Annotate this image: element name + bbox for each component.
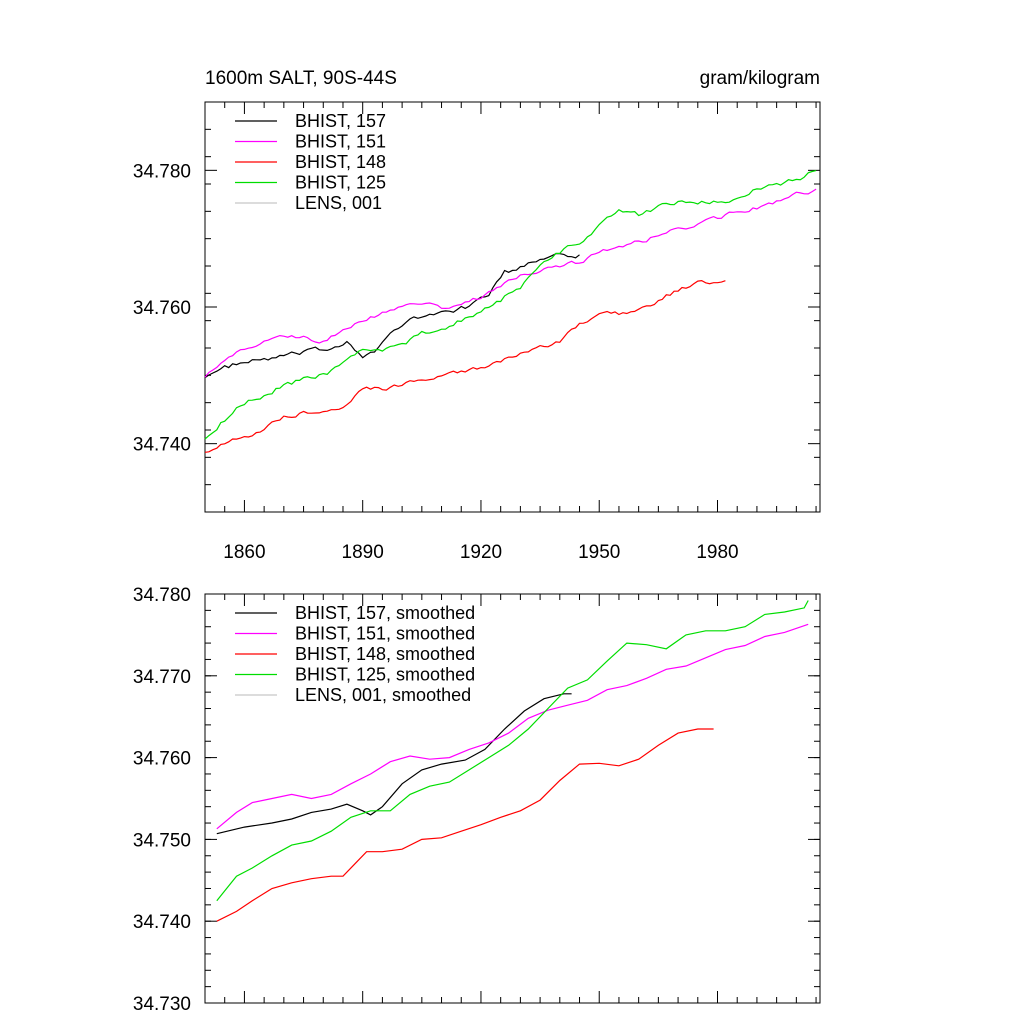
series-line [216,693,572,835]
y-tick-label: 34.750 [133,830,191,851]
series-line [216,623,809,830]
y-tick-label: 34.780 [133,585,191,606]
legend-label: BHIST, 148 [295,152,386,172]
x-tick-label: 1860 [223,542,265,563]
top-panel: 1600m SALT, 90S-44S gram/kilogram 1860 18… [133,68,821,563]
series-line [204,188,817,378]
y-tick-label: 34.760 [133,749,191,770]
units-label: gram/kilogram [700,68,820,89]
series-line [204,170,817,440]
panel-title: 1600m SALT, 90S-44S [205,68,397,89]
bottom-panel: 34.730 34.740 34.750 34.760 34.770 34.780 BHIS… [133,585,821,1015]
y-tick-label: 34.730 [133,994,191,1015]
y-tick-label: 34.760 [133,298,191,319]
legend-label: LENS, 001 [295,193,382,213]
legend-label: LENS, 001, smoothed [295,685,471,705]
x-tick-label: 1980 [696,542,738,563]
x-tick-label: 1950 [578,542,620,563]
y-tick-label: 34.740 [133,912,191,933]
legend-label: BHIST, 157, smoothed [295,603,475,623]
plot-frame [204,593,821,1004]
y-tick-label: 34.770 [133,667,191,688]
series-line [216,600,809,902]
legend-label: BHIST, 148, smoothed [295,644,475,664]
y-tick-label: 34.740 [133,435,191,456]
series-line [204,279,726,453]
y-tick-label: 34.780 [133,161,191,182]
series-line [216,728,714,922]
series-line [204,253,580,379]
legend-label: BHIST, 151 [295,132,386,152]
legend-label: BHIST, 125, smoothed [295,665,475,685]
legend-label: BHIST, 157 [295,111,386,131]
legend-label: BHIST, 125 [295,173,386,193]
x-tick-label: 1890 [342,542,384,563]
x-tick-label: 1920 [460,542,502,563]
legend-label: BHIST, 151, smoothed [295,624,475,644]
